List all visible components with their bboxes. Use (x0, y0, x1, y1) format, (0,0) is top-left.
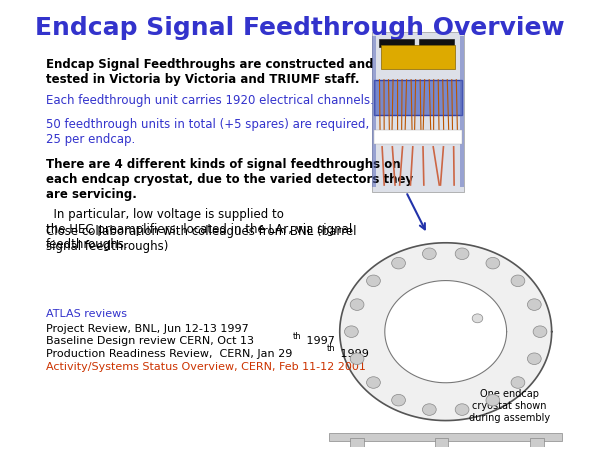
Text: ATLAS reviews: ATLAS reviews (46, 310, 127, 320)
Text: Activity/Systems Status Overview, CERN, Feb 11-12 2001: Activity/Systems Status Overview, CERN, … (46, 362, 365, 372)
Text: Endcap Signal Feedthrough Overview: Endcap Signal Feedthrough Overview (35, 16, 565, 40)
Circle shape (486, 257, 500, 269)
Text: In particular, low voltage is supplied to
the HEC preamplifiers, located in the : In particular, low voltage is supplied t… (46, 207, 352, 251)
Circle shape (472, 314, 483, 323)
Text: th: th (327, 344, 336, 353)
FancyBboxPatch shape (371, 36, 376, 187)
Circle shape (486, 394, 500, 406)
Text: There are 4 different kinds of signal feedthroughs on
each endcap cryostat, due : There are 4 different kinds of signal fe… (46, 158, 413, 201)
FancyBboxPatch shape (419, 39, 454, 47)
Circle shape (350, 299, 364, 310)
FancyBboxPatch shape (381, 45, 455, 69)
Circle shape (533, 326, 547, 338)
Circle shape (455, 404, 469, 415)
Circle shape (385, 280, 506, 383)
FancyBboxPatch shape (530, 438, 544, 450)
Text: Production Readiness Review,  CERN, Jan 29: Production Readiness Review, CERN, Jan 2… (46, 349, 292, 359)
Text: 1999: 1999 (337, 349, 368, 359)
Text: Close collaboration with colleagues from BNL (barrel
signal feedthroughs): Close collaboration with colleagues from… (46, 225, 356, 253)
Text: Endcap Signal Feedthroughs are constructed and
tested in Victoria by Victoria an: Endcap Signal Feedthroughs are construct… (46, 58, 373, 86)
Circle shape (344, 326, 358, 338)
Text: Project Review, BNL, Jun 12-13 1997: Project Review, BNL, Jun 12-13 1997 (46, 324, 248, 333)
Text: One endcap
cryostat shown
during assembly: One endcap cryostat shown during assembl… (469, 389, 550, 423)
FancyBboxPatch shape (460, 36, 464, 187)
Circle shape (367, 275, 380, 287)
Text: 1997: 1997 (303, 336, 335, 346)
Circle shape (367, 377, 380, 388)
FancyBboxPatch shape (350, 438, 364, 450)
Circle shape (422, 404, 436, 415)
FancyBboxPatch shape (374, 130, 461, 144)
Circle shape (422, 248, 436, 260)
FancyBboxPatch shape (371, 32, 464, 192)
Text: th: th (293, 332, 302, 341)
Circle shape (527, 353, 541, 364)
FancyBboxPatch shape (329, 432, 562, 441)
Circle shape (392, 257, 406, 269)
Circle shape (455, 248, 469, 260)
Circle shape (527, 299, 541, 310)
Text: 50 feedthrough units in total (+5 spares) are required,
25 per endcap.: 50 feedthrough units in total (+5 spares… (46, 118, 369, 146)
Circle shape (340, 243, 551, 421)
Circle shape (392, 394, 406, 406)
Circle shape (511, 377, 525, 388)
Circle shape (511, 275, 525, 287)
Text: Baseline Design review CERN, Oct 13: Baseline Design review CERN, Oct 13 (46, 336, 254, 346)
FancyBboxPatch shape (379, 39, 414, 47)
Circle shape (350, 353, 364, 364)
FancyBboxPatch shape (374, 80, 461, 115)
FancyBboxPatch shape (435, 438, 448, 450)
Text: Each feedthrough unit carries 1920 electrical channels.: Each feedthrough unit carries 1920 elect… (46, 94, 374, 107)
